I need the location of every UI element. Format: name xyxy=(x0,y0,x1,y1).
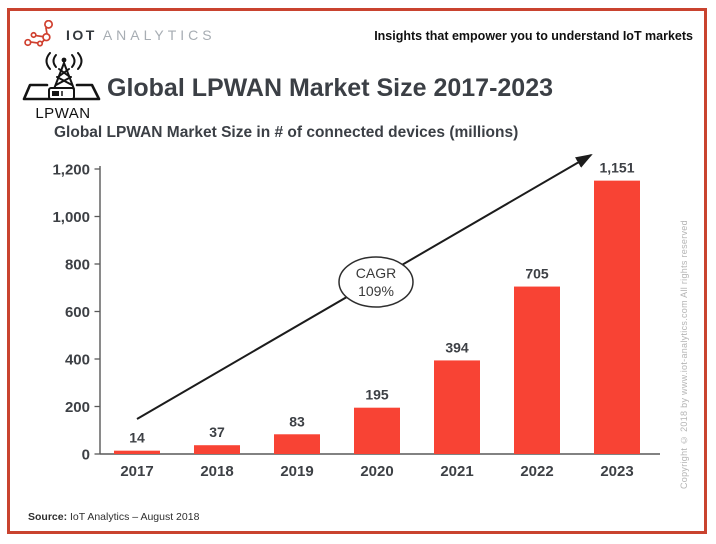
lpwan-icon-block: LPWAN xyxy=(18,52,108,122)
bar-value-label: 83 xyxy=(289,413,305,429)
cagr-ellipse xyxy=(338,256,414,308)
chart-subtitle: Global LPWAN Market Size in # of connect… xyxy=(54,124,519,141)
cagr-label-line1: CAGR xyxy=(356,265,396,281)
bar-2018 xyxy=(194,445,240,454)
bar-value-label: 14 xyxy=(129,430,145,446)
y-tick-label: 1,200 xyxy=(52,162,90,179)
bar-2020 xyxy=(354,407,400,454)
bar-2022 xyxy=(514,286,560,454)
x-tick-label: 2017 xyxy=(120,463,153,480)
bar-value-label: 195 xyxy=(365,387,389,403)
lpwan-antenna-icon xyxy=(22,52,101,101)
bar-value-label: 705 xyxy=(525,266,549,282)
x-tick-label: 2018 xyxy=(200,463,233,480)
brand-text: IOT ANALYTICS xyxy=(66,27,216,43)
tagline-text: Insights that empower you to understand … xyxy=(374,29,693,43)
source-text: IoT Analytics – August 2018 xyxy=(67,511,200,523)
source-label: Source: xyxy=(28,511,68,523)
y-tick-label: 800 xyxy=(65,257,90,274)
y-tick-label: 1,000 xyxy=(52,209,90,226)
x-tick-label: 2020 xyxy=(360,463,393,480)
cagr-label-line2: 109% xyxy=(358,283,394,299)
lpwan-icon-label: LPWAN xyxy=(35,105,91,122)
bar-2023 xyxy=(594,180,640,454)
iot-analytics-logo: IOT ANALYTICS xyxy=(24,20,216,50)
copyright-vertical-text: Copyright © 2018 by www.iot-analytics.co… xyxy=(679,220,689,489)
brand-name-analytics: ANALYTICS xyxy=(102,27,216,43)
bar-value-label: 394 xyxy=(445,339,469,355)
bar-2021 xyxy=(434,360,480,454)
source-row: Source: IoT Analytics – August 2018 xyxy=(28,511,199,523)
brand-name-iot: IOT xyxy=(66,27,97,43)
x-tick-label: 2023 xyxy=(600,463,633,480)
page-title: Global LPWAN Market Size 2017-2023 xyxy=(107,74,554,102)
x-tick-label: 2022 xyxy=(520,463,553,480)
y-tick-label: 400 xyxy=(65,352,90,369)
x-tick-label: 2019 xyxy=(280,463,313,480)
bar-value-label: 1,151 xyxy=(599,160,634,176)
bar-2019 xyxy=(274,434,320,454)
x-tick-label: 2021 xyxy=(440,463,473,480)
bar-2017 xyxy=(114,450,160,454)
bar-value-label: 37 xyxy=(209,424,225,440)
y-tick-label: 200 xyxy=(65,399,90,416)
molecule-logo-icon xyxy=(24,20,54,47)
y-tick-label: 600 xyxy=(65,304,90,321)
y-tick-label: 0 xyxy=(82,447,90,464)
